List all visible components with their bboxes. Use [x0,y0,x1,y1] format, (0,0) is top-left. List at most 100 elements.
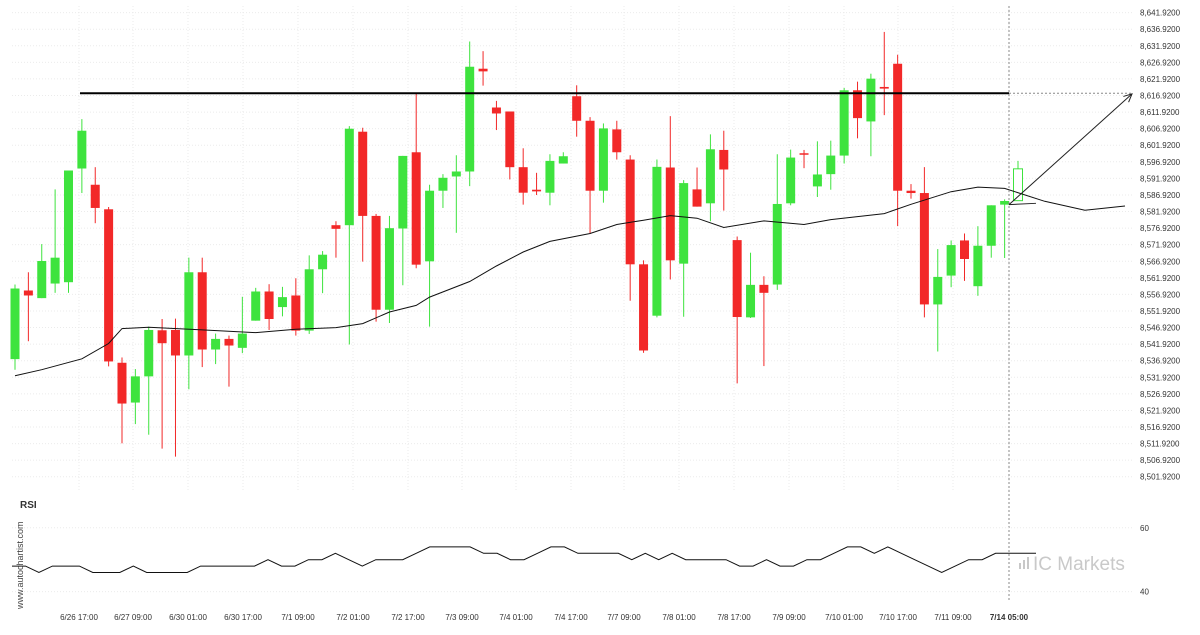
rsi-line [12,546,1036,574]
y-tick-label: 8,601.9200 [1140,141,1181,150]
x-tick-label: 7/8 01:00 [662,613,696,622]
candle-body [465,66,475,172]
candle-body [398,155,408,229]
candle-body [438,177,448,191]
candle-body [104,209,114,362]
candle-body [812,174,822,187]
y-tick-label: 8,571.9200 [1140,241,1181,250]
y-tick-label: 8,606.9200 [1140,125,1181,134]
candle-body [786,157,796,204]
y-tick-label: 8,511.9200 [1140,440,1180,449]
candle-body [130,376,140,403]
candle-body [772,203,782,285]
projection-line [1008,93,1133,206]
y-tick-label: 8,636.9200 [1140,25,1181,34]
y-tick-label: 8,621.9200 [1140,75,1181,84]
candle-body [946,245,956,276]
candle-body [37,260,47,299]
candle-body [879,86,889,89]
candle-body [973,245,983,287]
candle-body [197,272,207,350]
candle-body [719,149,729,170]
y-tick-label: 8,581.9200 [1140,208,1181,217]
candle-body [572,96,582,121]
candle-body [184,272,194,356]
candle-body [839,90,849,156]
rsi-panel: RSI 60 40 [12,500,1149,597]
y-tick-label: 8,566.9200 [1140,257,1181,266]
y-tick-label: 8,556.9200 [1140,290,1181,299]
watermark-text: www.autochartist.com [15,521,25,610]
x-tick-label: 7/11 09:00 [934,613,972,622]
y-tick-label: 8,531.9200 [1140,373,1181,382]
overlays [14,6,1133,600]
candle-body [679,183,689,264]
axes: 8,641.9200 8,636.9200 8,631.9200 8,626.9200… [60,9,1180,622]
moving-average-line [14,186,1126,377]
candle-body [224,338,234,346]
candle-body [384,228,394,310]
x-tick-label: 7/3 09:00 [445,613,479,622]
y-tick-label: 8,641.9200 [1140,9,1181,18]
y-tick-label: 8,521.9200 [1140,406,1181,415]
candle-body [532,189,542,192]
candle-body [1013,168,1023,202]
x-tick-label: 6/30 17:00 [224,613,262,622]
y-tick-label: 8,561.9200 [1140,274,1181,283]
candle-body [23,290,33,296]
candle-body [893,63,903,191]
y-tick-label: 8,626.9200 [1140,58,1181,67]
y-tick-label: 8,506.9200 [1140,456,1181,465]
y-tick-label: 8,586.9200 [1140,191,1181,200]
candle-body [77,130,87,169]
x-tick-label: 6/30 01:00 [169,613,207,622]
candle-body [90,184,100,208]
rsi-tick-label: 60 [1140,524,1149,533]
y-tick-label: 8,501.9200 [1140,473,1181,482]
candle-body [291,295,301,331]
candle-body [157,330,167,344]
x-tick-label: 7/4 01:00 [499,613,533,622]
candles [10,31,1023,457]
x-tick-label: 7/10 01:00 [825,613,863,622]
candle-body [251,291,261,321]
candle-body [331,225,341,229]
brand-logo-text: IC Markets [1033,554,1125,575]
candle-body [264,291,274,320]
y-tick-label: 8,526.9200 [1140,390,1181,399]
candle-body [759,284,769,293]
x-tick-label: 7/4 17:00 [554,613,588,622]
candle-body [665,167,675,261]
y-tick-label: 8,616.9200 [1140,92,1181,101]
candle-body [625,159,635,265]
y-tick-label: 8,546.9200 [1140,324,1181,333]
candle-body [545,160,555,193]
x-tick-label: 6/27 09:00 [114,613,152,622]
y-tick-label: 8,536.9200 [1140,357,1181,366]
x-tick-label: 7/7 09:00 [607,613,641,622]
candle-body [933,276,943,305]
rsi-label: RSI [20,500,37,511]
x-tick-label: 6/26 17:00 [60,613,98,622]
candle-body [344,128,354,226]
y-tick-label: 8,591.9200 [1140,174,1181,183]
projection-base-line [1008,202,1037,206]
candle-body [371,215,381,310]
candle-body [558,156,568,164]
x-tick-label: 7/9 09:00 [772,613,806,622]
candle-body [585,120,595,191]
y-tick-label: 8,541.9200 [1140,340,1181,349]
brand-logo: IC Markets [1019,554,1125,575]
x-tick-label: 7/2 01:00 [336,613,370,622]
candle-body [705,149,715,204]
candle-body [799,153,809,155]
candle-body [919,193,929,305]
candle-body [304,269,314,331]
candle-body [211,338,221,350]
y-tick-label: 8,596.9200 [1140,158,1181,167]
rsi-tick-label: 40 [1140,588,1149,597]
x-tick-label: 7/14 05:00 [990,613,1029,622]
candle-body [732,240,742,318]
candle-body [598,128,608,191]
